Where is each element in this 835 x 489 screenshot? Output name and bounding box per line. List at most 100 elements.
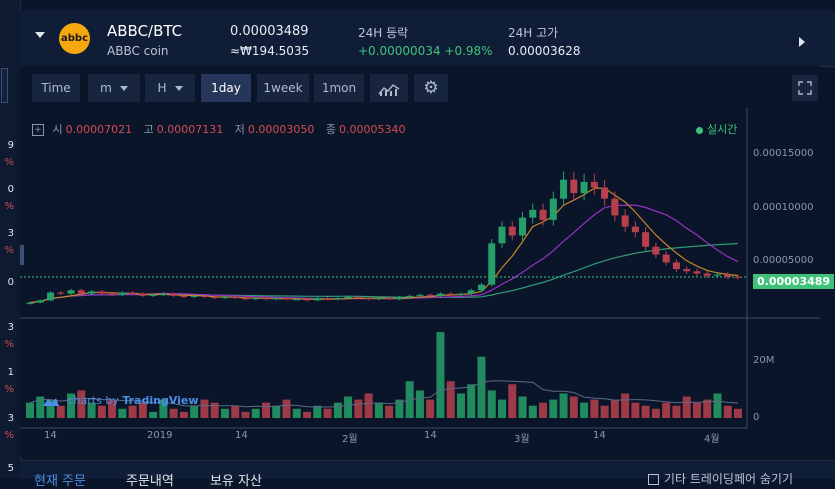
chart-resize-handle[interactable] [20,245,24,265]
volume-bar [169,408,178,418]
interval-minute-dropdown[interactable]: m [88,74,140,102]
chevron-down-icon [119,86,128,91]
hide-other-pairs-label: 기타 트레이딩페어 숨기기 [663,472,793,486]
interval-1week-button[interactable]: 1week [257,74,309,102]
candle-body [652,246,660,255]
candle-body [385,298,393,300]
caret-right-icon[interactable] [799,37,805,47]
candle-body [436,293,444,296]
candle-body [406,295,414,297]
hide-other-pairs-checkbox[interactable]: 기타 트레이딩페어 숨기기 [647,470,793,487]
candle-body [580,181,588,194]
volume-bar [580,402,589,418]
candle-body [642,232,650,247]
volume-bar [333,402,342,418]
volume-bar [508,384,517,418]
last-price: 0.00003489 [230,24,309,39]
crosshair-plus-icon[interactable]: + [32,124,44,136]
tab-open-orders[interactable]: 현재 주문 [34,474,86,489]
fullscreen-icon [798,80,812,95]
volume-bar [477,356,486,418]
fullscreen-button[interactable] [792,75,818,101]
volume-bar [385,405,394,418]
left-strip-value: % [4,339,14,350]
tab-holdings[interactable]: 보유 자산 [210,474,262,489]
candle-body [560,179,568,199]
volume-bar [703,399,712,418]
x-tick-label: 14 [424,430,437,441]
realtime-dot-icon [696,126,703,134]
volume-bar [456,393,465,418]
candle-body [426,294,434,296]
volume-bar [179,411,188,418]
candle-body [590,181,598,188]
interval-hour-dropdown[interactable]: H [145,74,195,102]
price-chart-panel: Time m H 1day 1week 1mon ⚙ + 시 0.00007021… [20,66,835,456]
volume-bar [262,402,270,418]
candlestick-chart[interactable] [20,66,820,456]
volume-bar [631,402,640,418]
candle-body [549,198,557,220]
left-strip-value: 0 [7,184,14,195]
left-strip-value: 9 [7,140,14,151]
volume-bar [97,405,106,418]
interval-1mon-button[interactable]: 1mon [314,74,364,102]
candle-body [631,226,639,233]
volume-bar [498,399,506,418]
candle-body [272,298,280,300]
candle-body [693,271,701,274]
volume-bar [672,405,681,418]
x-tick-label: 14 [593,430,606,441]
left-order-strip: 9% 0% 3% 0 3% 1% 3% 5 [0,0,21,478]
candle-body [149,294,157,296]
tradingview-watermark[interactable]: charts by TradingView [42,394,199,407]
volume-bar [569,396,578,418]
settings-gear-icon: ⚙ [423,78,439,98]
volume-bar [662,402,671,418]
volume-bar [723,405,732,418]
high-value: 0.00003628 [508,44,581,58]
candle-body [703,273,711,276]
tab-order-history[interactable]: 주문내역 [126,474,174,489]
chevron-down-icon [174,86,183,91]
x-tick-label: 14 [44,430,57,441]
x-tick-label: 2월 [342,434,358,445]
interval-1day-button[interactable]: 1day [201,74,251,102]
coin-logo: abbc [59,23,90,54]
volume-bar [446,381,455,418]
candle-body [611,198,619,216]
volume-bar [128,405,137,418]
volume-bar [692,402,701,418]
candle-body [324,298,332,300]
caret-down-icon[interactable] [35,32,45,38]
candle-body [67,290,75,294]
open-value: 0.00007021 [65,123,133,136]
volume-bar [344,396,353,418]
candle-body [334,298,342,300]
candle-body [734,276,742,278]
volume-bar [149,411,158,418]
candle-body [488,243,496,285]
volume-bar [518,396,527,418]
left-strip-value: 0 [7,277,14,288]
volume-bar [467,384,476,418]
volume-bar [210,402,219,418]
volume-bar [313,405,322,418]
settings-button[interactable]: ⚙ [414,74,448,102]
candle-body [683,269,691,272]
candle-body [36,300,44,303]
candle-body [724,274,732,277]
volume-bar [46,399,55,418]
volume-bar [292,408,301,418]
candle-body [221,297,229,299]
interval-time-button[interactable]: Time [32,74,80,102]
left-strip-value: 1 [7,367,14,378]
x-tick-label: 4월 [704,434,720,445]
volume-bar [395,399,404,418]
indicators-button[interactable] [370,74,408,102]
candle-body [283,298,291,300]
left-strip-input[interactable] [1,68,8,103]
left-strip-value: % [4,157,14,168]
volume-bar [190,405,199,418]
